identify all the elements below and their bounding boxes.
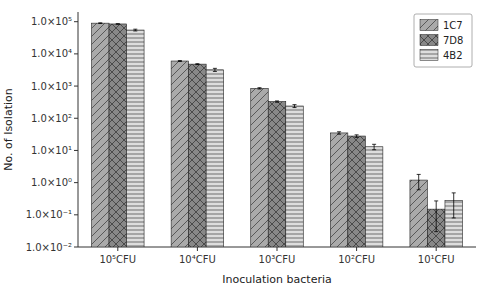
error-bar	[257, 88, 261, 89]
legend-swatch	[420, 50, 438, 61]
error-bar	[434, 201, 438, 232]
legend-label: 1C7	[443, 20, 463, 31]
error-bar	[195, 63, 199, 65]
error-bar	[116, 23, 120, 24]
bar	[251, 88, 269, 247]
x-axis: 10⁵CFU 10⁴CFU 10³CFU 10²CFU 10¹CFU	[78, 247, 476, 265]
chart: 1.0×10⁻² 1.0×10⁻¹ 1.0×10⁰ 1.0×10¹ 1.0×10² 1.0…	[0, 0, 488, 291]
legend-label: 4B2	[443, 50, 463, 61]
legend-swatch	[420, 20, 438, 31]
bar	[330, 133, 348, 247]
error-bar	[98, 22, 102, 24]
y-axis-line	[78, 12, 79, 247]
y-tick	[74, 21, 78, 22]
bar	[286, 106, 304, 247]
bar	[268, 102, 286, 247]
legend: 1C7 7D8 4B2	[414, 14, 472, 67]
legend-label: 7D8	[443, 35, 463, 46]
error-bar	[213, 68, 217, 71]
y-tick-label: 1.0×10²	[31, 113, 72, 124]
error-bar	[133, 29, 137, 31]
x-tick	[356, 247, 357, 251]
plot-area	[92, 23, 463, 247]
error-bar	[355, 135, 359, 138]
y-tick	[74, 118, 78, 119]
y-tick	[74, 214, 78, 215]
error-bar	[337, 132, 341, 134]
y-axis: 1.0×10⁻² 1.0×10⁻¹ 1.0×10⁰ 1.0×10¹ 1.0×10² 1.0…	[26, 12, 78, 253]
bar	[92, 23, 110, 247]
x-tick-label: 10²CFU	[338, 254, 375, 265]
x-axis-label: Inoculation bacteria	[222, 273, 332, 286]
x-tick	[197, 247, 198, 251]
y-tick-label: 1.0×10⁻²	[26, 242, 72, 253]
bar	[109, 24, 127, 247]
legend-frame	[414, 14, 472, 67]
y-tick-label: 1.0×10⁻¹	[26, 209, 72, 220]
y-tick-label: 1.0×10⁰	[31, 177, 72, 188]
y-tick	[74, 182, 78, 183]
x-tick-label: 10¹CFU	[418, 254, 455, 265]
y-tick-label: 1.0×10¹	[31, 145, 72, 156]
y-tick	[74, 86, 78, 87]
y-tick	[74, 53, 78, 54]
bar	[171, 61, 189, 247]
error-bar	[178, 60, 182, 62]
error-bar	[452, 193, 456, 218]
x-tick	[277, 247, 278, 251]
bar	[348, 136, 366, 247]
error-bar	[372, 144, 376, 149]
error-bar	[275, 101, 279, 102]
error-bar	[417, 174, 421, 189]
bar	[127, 30, 145, 247]
y-tick-label: 1.0×10⁵	[31, 16, 72, 27]
x-tick-label: 10³CFU	[259, 254, 296, 265]
error-bar	[293, 105, 297, 108]
y-tick-label: 1.0×10³	[31, 81, 72, 92]
x-tick	[117, 247, 118, 251]
y-tick	[74, 150, 78, 151]
y-tick	[74, 247, 78, 248]
y-tick-label: 1.0×10⁴	[31, 48, 72, 59]
y-axis-label: No. of Isolation	[2, 88, 15, 170]
x-tick	[436, 247, 437, 251]
bar	[206, 70, 224, 247]
bar	[365, 147, 383, 247]
x-tick-label: 10⁴CFU	[179, 254, 216, 265]
bar	[189, 64, 207, 247]
legend-swatch	[420, 35, 438, 46]
x-tick-label: 10⁵CFU	[99, 254, 136, 265]
